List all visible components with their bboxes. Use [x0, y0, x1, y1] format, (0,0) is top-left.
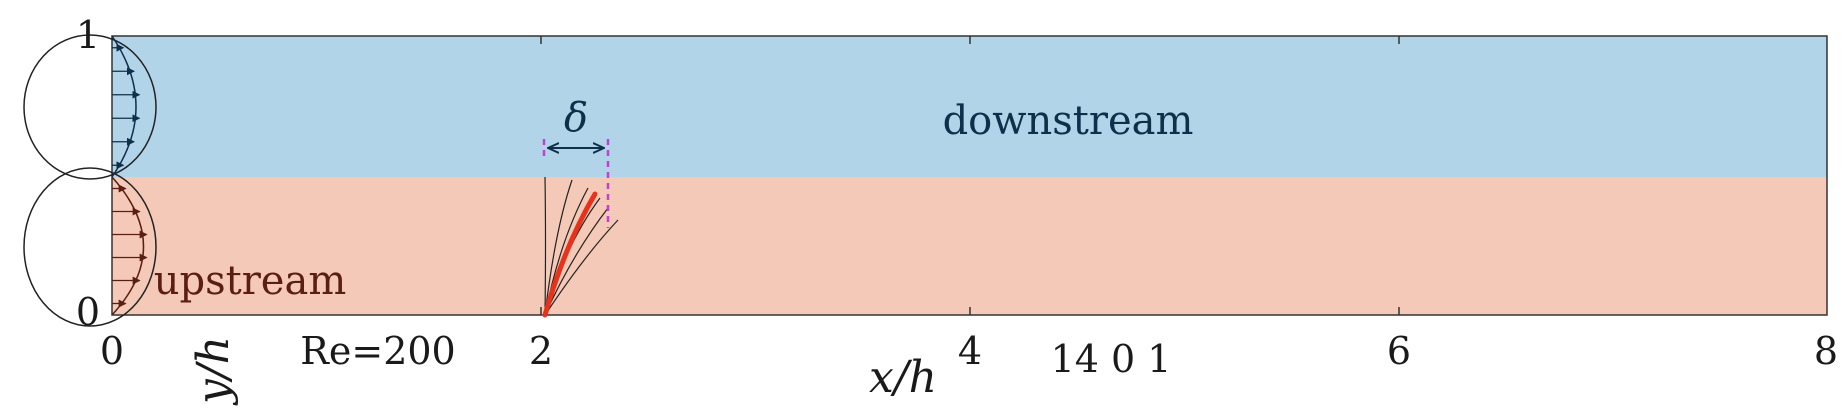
- x-tick-8: 8: [1814, 329, 1838, 373]
- x-ticks-marks: [540, 36, 1400, 315]
- lower-profile-circle: [23, 167, 157, 327]
- filament-highlight: [542, 191, 598, 318]
- y-tick-1: 1: [76, 13, 100, 57]
- delta-label: δ: [564, 95, 588, 141]
- reynolds-number: Re=200: [300, 329, 455, 373]
- lower-velocity-profile: [111, 176, 145, 316]
- x-axis-label: x/h: [869, 352, 937, 403]
- delta-marker: [542, 139, 610, 228]
- y-axis-label: y/h: [188, 336, 239, 406]
- x-tick-2: 2: [529, 329, 553, 373]
- upstream-region: [112, 177, 1827, 315]
- upper-inflow-arrows: [112, 43, 141, 170]
- x-tick-6: 6: [1387, 329, 1411, 373]
- upper-profile-circle: [23, 34, 157, 180]
- x-tick-0: 0: [100, 329, 124, 373]
- upstream-label: upstream: [154, 258, 347, 304]
- lower-inflow-arrows: [112, 184, 148, 308]
- upper-velocity-profile: [111, 35, 137, 178]
- downstream-label: downstream: [943, 98, 1194, 144]
- stray-numbers: 14 0 1: [1051, 337, 1172, 381]
- y-tick-0: 0: [76, 290, 100, 334]
- downstream-region: [112, 36, 1827, 177]
- x-tick-4: 4: [958, 329, 982, 373]
